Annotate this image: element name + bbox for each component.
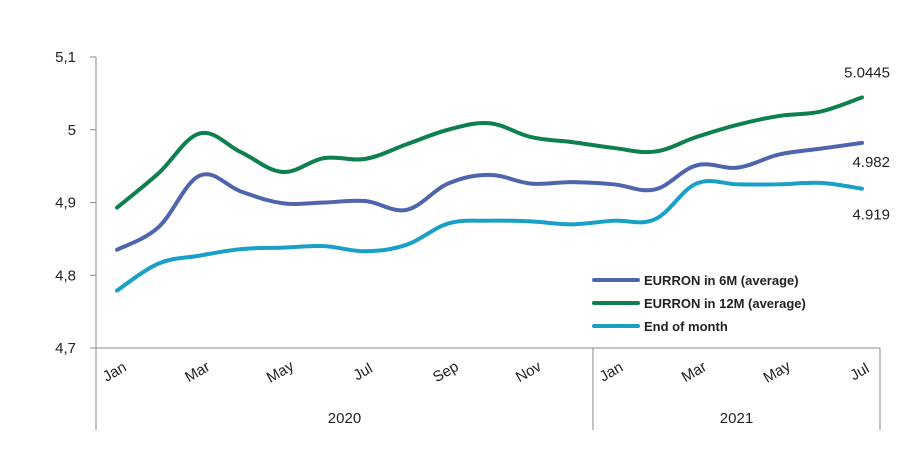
x-tick-label: May <box>760 357 793 386</box>
x-tick-label: Jan <box>100 359 129 386</box>
data-labels: 5.0445 4.982 4.919 <box>844 64 890 223</box>
y-tick-label: 4,8 <box>55 267 76 284</box>
data-label: 5.0445 <box>844 64 890 81</box>
data-label: 4.982 <box>852 154 890 171</box>
year-label: 2020 <box>328 410 361 427</box>
series-layer <box>115 95 864 293</box>
y-tick-label: 5 <box>68 122 76 139</box>
legend: EURRON in 6M (average) EURRON in 12M (ave… <box>592 273 806 334</box>
series-line-2 <box>115 95 864 210</box>
legend-entry: EURRON in 12M (average) <box>644 296 806 311</box>
series-line-3 <box>115 179 864 293</box>
data-label: 4.919 <box>852 207 890 224</box>
x-tick-label: Jul <box>351 360 376 384</box>
x-tick-label: Jan <box>597 359 626 386</box>
legend-entry: End of month <box>644 319 728 334</box>
y-tick-label: 4,7 <box>55 340 76 357</box>
x-tick-label: Mar <box>679 358 710 386</box>
legend-entry: EURRON in 6M (average) <box>644 273 799 288</box>
series-line-1 <box>115 140 864 252</box>
y-tick-label: 4,9 <box>55 195 76 212</box>
x-tick-label: Jul <box>847 360 872 384</box>
x-tick-label: Nov <box>513 358 545 386</box>
axes: 4,7 4,8 4,9 5 5,1 Jan Mar May Jul Sep Nov Jan Mar May… <box>55 49 881 430</box>
y-tick-label: 5,1 <box>55 49 76 66</box>
x-tick-label: Mar <box>182 358 213 386</box>
x-tick-label: May <box>264 357 297 386</box>
x-tick-label: Sep <box>430 358 462 386</box>
year-label: 2021 <box>720 410 753 427</box>
